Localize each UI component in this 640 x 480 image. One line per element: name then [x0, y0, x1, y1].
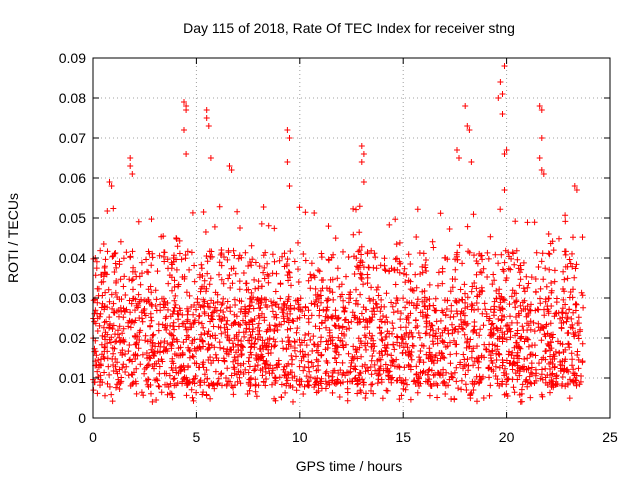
y-tick-label: 0.06: [59, 170, 86, 186]
x-tick-label: 10: [292, 429, 308, 445]
y-tick-label: 0.07: [59, 130, 86, 146]
y-tick-label: 0.02: [59, 330, 86, 346]
y-tick-label: 0.08: [59, 90, 86, 106]
x-tick-label: 25: [602, 429, 618, 445]
chart-title: Day 115 of 2018, Rate Of TEC Index for r…: [183, 20, 515, 36]
x-tick-label: 15: [395, 429, 411, 445]
y-tick-label: 0.01: [59, 370, 86, 386]
y-tick-label: 0.09: [59, 50, 86, 66]
x-tick-labels: 0 5 10 15 20 25: [89, 429, 618, 445]
x-axis-label: GPS time / hours: [296, 458, 403, 474]
data-points: [90, 63, 587, 405]
y-axis-label: ROTI / TECUs: [5, 193, 21, 283]
plot-frame: [92, 57, 611, 419]
y-tick-label: 0.04: [59, 250, 86, 266]
axis-ticks: [92, 57, 611, 419]
roti-points: [90, 63, 587, 405]
y-tick-labels: 0 0.01 0.02 0.03 0.04 0.05 0.06 0.07 0.08 0.09: [59, 50, 86, 426]
y-tick-label: 0.03: [59, 290, 86, 306]
y-tick-label: 0: [78, 410, 86, 426]
x-tick-label: 0: [89, 429, 97, 445]
y-tick-label: 0.05: [59, 210, 86, 226]
x-tick-label: 20: [499, 429, 515, 445]
x-tick-label: 5: [193, 429, 201, 445]
